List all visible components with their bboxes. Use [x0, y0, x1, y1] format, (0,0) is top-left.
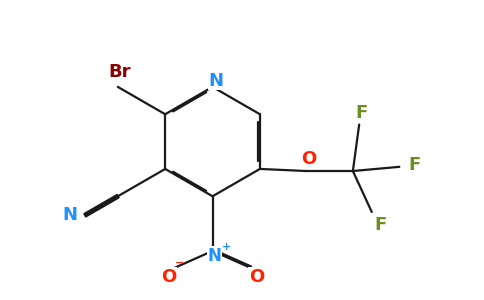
- Text: F: F: [408, 156, 420, 174]
- Text: O: O: [301, 150, 316, 168]
- Text: N: N: [208, 247, 222, 265]
- Text: +: +: [221, 242, 231, 252]
- Text: N: N: [209, 72, 224, 90]
- Text: F: F: [355, 104, 367, 122]
- Text: −: −: [175, 258, 184, 268]
- Text: N: N: [63, 206, 78, 224]
- Text: O: O: [161, 268, 176, 286]
- Text: O: O: [249, 268, 264, 286]
- Text: F: F: [374, 216, 386, 234]
- Text: Br: Br: [109, 63, 131, 81]
